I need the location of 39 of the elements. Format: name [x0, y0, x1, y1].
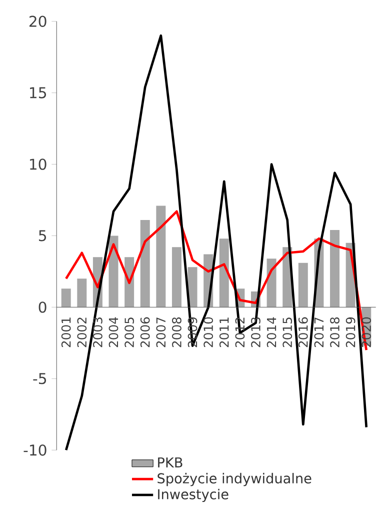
bar	[61, 288, 71, 308]
y-tick-label: -5	[32, 373, 46, 384]
bar	[156, 206, 166, 308]
y-tick-label: 10	[30, 158, 46, 170]
y-tick-label: 5	[38, 230, 46, 242]
x-tick-label: 2003	[92, 318, 102, 348]
x-tick-label: 2004	[108, 317, 118, 348]
x-tick-label: 2002	[77, 318, 86, 348]
x-tick-label: 2018	[330, 317, 340, 348]
x-tick-label: 2013	[250, 318, 260, 348]
bar	[266, 258, 276, 308]
bar	[298, 262, 308, 308]
bar	[76, 278, 86, 308]
y-tick-label: 20	[29, 16, 46, 27]
bar	[140, 220, 150, 308]
x-tick-label: 2016	[298, 317, 308, 348]
x-tick-label: 2005	[124, 318, 134, 348]
x-tick-label: 2019	[346, 317, 356, 348]
legend-label: PKB	[158, 457, 182, 468]
x-tick-label: 2001	[61, 318, 71, 348]
x-tick-label: 2010	[203, 317, 213, 348]
x-tick-label: 2007	[156, 318, 166, 348]
y-tick-label: 0	[38, 302, 46, 313]
x-tick-label: 2017	[314, 318, 324, 348]
x-tick-label: 2009	[188, 317, 197, 348]
x-tick-label: 2020	[361, 317, 371, 348]
x-tick-label: 2015	[282, 318, 292, 348]
x-tick-label: 2006	[140, 317, 150, 348]
bar	[330, 230, 340, 308]
x-tick-label: 2012	[235, 318, 244, 348]
legend-label: Spożycie indywidualne	[157, 472, 312, 486]
y-tick-label: 15	[30, 87, 46, 98]
legend-label: Inwestycie	[158, 488, 228, 502]
bar	[172, 247, 182, 308]
y-tick-label: -10	[24, 444, 46, 456]
x-tick-label: 2011	[219, 318, 229, 348]
x-tick-label: 2014	[266, 317, 276, 348]
bar	[219, 238, 229, 308]
x-tick-label: 2008	[172, 317, 182, 348]
